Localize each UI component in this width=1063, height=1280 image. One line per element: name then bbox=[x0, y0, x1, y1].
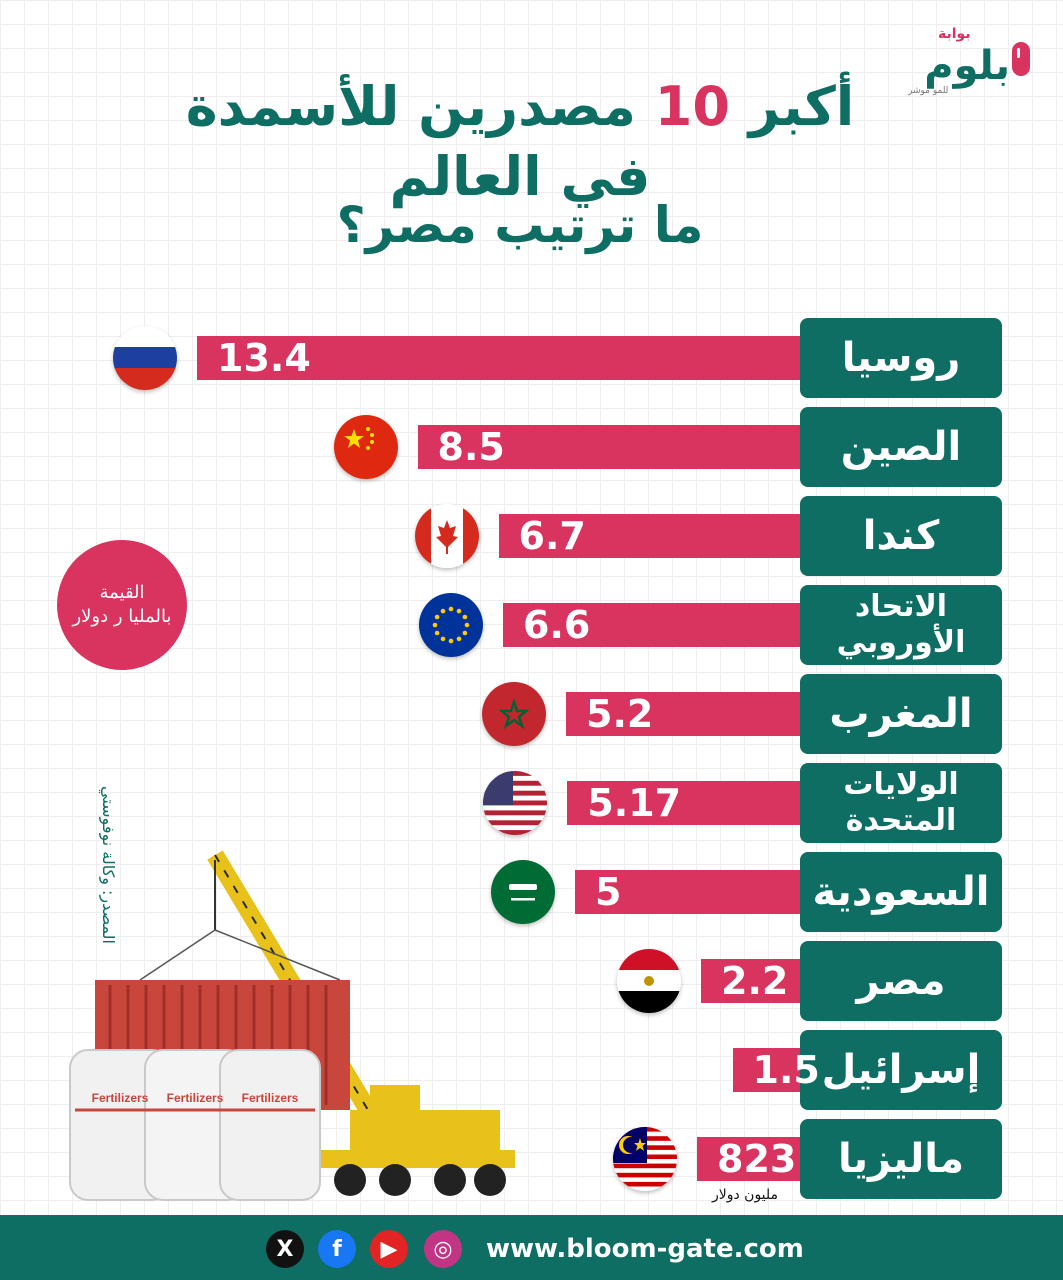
logo-word: بلوم bbox=[924, 43, 1010, 89]
instagram-icon[interactable]: ◎ bbox=[424, 1230, 462, 1268]
bar bbox=[417, 425, 800, 469]
country-label: الولايات المتحدة bbox=[800, 763, 1002, 843]
bar bbox=[566, 692, 800, 736]
data-label: 5.2 bbox=[586, 692, 654, 736]
website-link[interactable]: www.bloom-gate.com bbox=[486, 1234, 804, 1264]
facebook-icon[interactable]: f bbox=[318, 1230, 356, 1268]
canada-flag-icon bbox=[414, 504, 479, 568]
x-icon[interactable]: X bbox=[266, 1230, 304, 1268]
page-title: أكبر 10 مصدرين للأسمدة في العالم bbox=[150, 72, 890, 212]
russia-flag-icon bbox=[113, 326, 177, 390]
title-part1: أكبر bbox=[748, 75, 855, 138]
bag-label: Fertilizers bbox=[167, 1091, 224, 1105]
footer-bar bbox=[0, 1215, 1063, 1280]
data-label: 6.6 bbox=[523, 603, 591, 647]
china-flag-icon bbox=[333, 415, 398, 479]
logo-tagline: للمو موشر bbox=[908, 86, 949, 96]
unit-note-line2: بالمليا ر دولار bbox=[72, 606, 172, 627]
unit-note-badge: القيمة بالمليا ر دولار bbox=[57, 540, 187, 670]
country-label: ماليزيا bbox=[800, 1119, 1002, 1199]
microphone-icon bbox=[1012, 42, 1030, 76]
crane-truck bbox=[350, 1110, 500, 1155]
bar bbox=[498, 514, 800, 558]
usa-flag-icon bbox=[483, 771, 548, 835]
page-subtitle: ما ترتيب مصر؟ bbox=[336, 196, 704, 254]
data-label: 1.5 bbox=[752, 1048, 820, 1092]
bar bbox=[197, 336, 800, 380]
data-label: 13.4 bbox=[217, 336, 311, 380]
egypt-flag-icon bbox=[617, 949, 681, 1013]
data-label: 8.5 bbox=[437, 425, 505, 469]
saudi-arabia-flag-icon bbox=[491, 860, 555, 924]
title-part2: مصدرين للأسمدة في العالم bbox=[185, 75, 651, 208]
bar bbox=[575, 870, 800, 914]
fertilizer-bags bbox=[69, 1049, 321, 1201]
bag-label: Fertilizers bbox=[92, 1091, 149, 1105]
country-label: روسيا bbox=[800, 318, 1002, 398]
data-label: 6.7 bbox=[518, 514, 586, 558]
million-unit-label: مليون دولار bbox=[711, 1187, 779, 1203]
eu-flag-icon bbox=[419, 593, 483, 657]
bar bbox=[567, 781, 800, 825]
malaysia-flag-icon bbox=[613, 1127, 677, 1191]
unit-note-line1: القيمة bbox=[99, 582, 145, 603]
data-label: 5.17 bbox=[587, 781, 682, 825]
bar bbox=[503, 603, 800, 647]
morocco-flag-icon bbox=[482, 682, 546, 746]
bag-label: Fertilizers bbox=[242, 1091, 299, 1105]
data-label: 823 bbox=[717, 1137, 797, 1181]
bar bbox=[732, 1048, 800, 1092]
country-label: الصين bbox=[800, 407, 1002, 487]
logo-top-word: بوابة bbox=[938, 26, 971, 42]
country-label: السعودية bbox=[800, 852, 1002, 932]
crane-container-illustration: Fertilizers Fertilizers Fertilizers bbox=[69, 850, 515, 1201]
data-label: 2.2 bbox=[721, 959, 789, 1003]
brand-logo: بوابة بلوم للمو موشر bbox=[900, 18, 1035, 98]
country-label: كندا bbox=[800, 496, 1002, 576]
country-label: إسرائيل bbox=[800, 1030, 1002, 1110]
youtube-icon[interactable]: ▶ bbox=[370, 1230, 408, 1268]
bar bbox=[697, 1137, 800, 1181]
country-label: الاتحاد الأوروبي bbox=[800, 585, 1002, 665]
country-label: المغرب bbox=[800, 674, 1002, 754]
country-label: مصر bbox=[800, 941, 1002, 1021]
bar bbox=[701, 959, 800, 1003]
title-number: 10 bbox=[654, 75, 730, 138]
data-label: 5 bbox=[595, 870, 622, 914]
